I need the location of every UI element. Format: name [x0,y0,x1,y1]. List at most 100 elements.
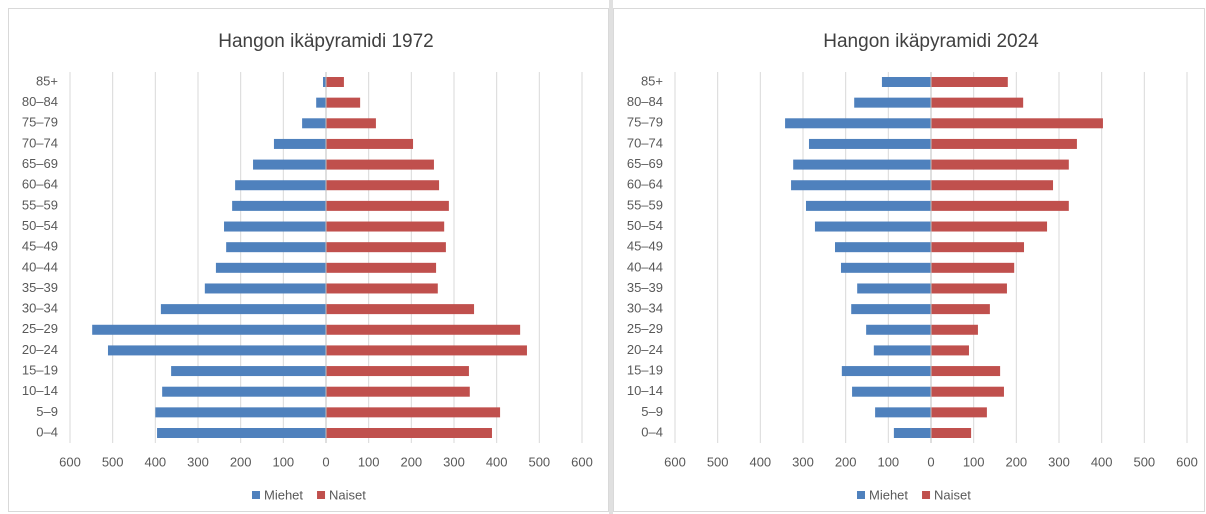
x-tick-label: 100 [272,454,294,469]
bar [785,118,931,129]
bar [931,345,969,356]
x-tick-label: 600 [59,454,81,469]
x-tick-label: 200 [835,454,857,469]
y-tick-label: 35–39 [627,280,663,295]
bar [931,200,1069,211]
bar [326,345,527,356]
y-tick-label: 5–9 [641,404,663,419]
bar [931,97,1024,108]
x-tick-label: 300 [1048,454,1070,469]
x-tick-label: 500 [102,454,124,469]
bar [931,159,1069,170]
bar [273,138,326,149]
bar [326,304,475,315]
panel-border [8,8,609,512]
bar [881,77,931,87]
bar [893,428,931,438]
bar [931,283,1007,294]
bar [326,221,445,232]
bar [840,262,931,273]
bar [791,180,931,191]
bar [873,345,931,356]
panel-border [613,8,1205,512]
x-tick-label: 100 [877,454,899,469]
bar [326,180,440,191]
bar [931,262,1015,273]
y-tick-label: 30–34 [22,301,58,316]
bar [326,262,437,273]
bar [805,200,931,211]
bar [931,118,1103,129]
bar [171,366,326,377]
legend-label: Miehet [264,487,303,502]
x-tick-label: 600 [1176,454,1198,469]
legend-label: Naiset [934,487,971,502]
y-tick-label: 45–49 [22,239,58,254]
bar [852,386,931,397]
x-tick-label: 600 [571,454,593,469]
x-tick-label: 0 [927,454,934,469]
bar [851,304,931,315]
x-tick-label: 500 [1133,454,1155,469]
bar [107,345,327,356]
bar [215,262,326,273]
bar [326,97,361,108]
y-tick-label: 65–69 [22,156,58,171]
bar [162,386,326,397]
bar [253,159,326,170]
legend-swatch [317,491,326,499]
bar [226,242,326,253]
bar [92,324,326,335]
x-tick-label: 200 [1005,454,1027,469]
y-tick-label: 50–54 [22,218,58,233]
x-tick-label: 100 [963,454,985,469]
bar [866,324,931,335]
bar [793,159,931,170]
y-tick-label: 85+ [36,73,58,88]
bar [326,283,438,294]
chart-title: Hangon ikäpyramidi 1972 [218,31,433,52]
bar [323,77,326,87]
y-tick-label: 5–9 [36,404,58,419]
x-tick-label: 400 [144,454,166,469]
legend-swatch [857,491,865,499]
y-tick-label: 0–4 [36,424,58,439]
bar [841,366,931,377]
y-tick-label: 15–19 [22,362,58,377]
x-tick-label: 200 [230,454,252,469]
bar [931,180,1054,191]
bar [326,118,376,129]
bar [931,366,1001,377]
x-tick-label: 600 [664,454,686,469]
bar [326,366,469,377]
y-tick-label: 25–29 [627,321,663,336]
bar [931,77,1008,87]
bar [326,324,521,335]
chart-title: Hangon ikäpyramidi 2024 [823,31,1039,52]
y-tick-label: 0–4 [641,424,663,439]
x-tick-label: 500 [528,454,550,469]
bar [931,304,990,315]
bar [931,386,1004,397]
bar [204,283,326,294]
bar [235,180,326,191]
y-tick-label: 10–14 [627,383,663,398]
bar [931,242,1025,253]
x-tick-label: 300 [187,454,209,469]
legend-swatch [252,491,260,499]
y-tick-label: 80–84 [22,94,58,109]
bar [854,97,931,108]
y-tick-label: 20–24 [627,342,663,357]
bar [931,221,1048,232]
divider [609,0,613,514]
bar [326,77,344,87]
x-tick-label: 500 [707,454,729,469]
y-tick-label: 30–34 [627,301,663,316]
bar [808,138,931,149]
bar [326,138,414,149]
y-tick-label: 20–24 [22,342,58,357]
legend-swatch [922,491,931,499]
x-tick-label: 300 [443,454,465,469]
y-tick-label: 70–74 [627,135,663,150]
bar [326,428,492,438]
